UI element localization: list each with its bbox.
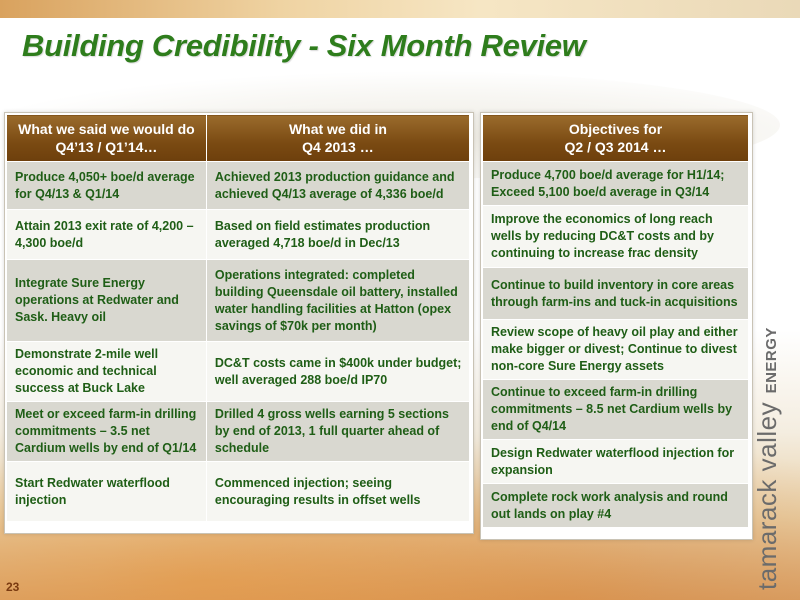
objective-row: Continue to exceed farm-in drilling comm… <box>482 379 749 440</box>
objective-row: Design Redwater waterflood injection for… <box>482 439 749 484</box>
top-decorative-band <box>0 0 800 18</box>
objective-cell: Improve the economics of long reach well… <box>482 205 749 268</box>
objective-cell: Review scope of heavy oil play and eithe… <box>482 319 749 380</box>
page-number: 23 <box>6 580 20 594</box>
said-cell: Attain 2013 exit rate of 4,200 – 4,300 b… <box>6 209 207 260</box>
said-cell: Meet or exceed farm-in drilling commitme… <box>6 401 207 462</box>
objective-row: Review scope of heavy oil play and eithe… <box>482 319 749 380</box>
objective-row: Continue to build inventory in core area… <box>482 267 749 320</box>
brand-name: tamarack valley <box>752 401 782 590</box>
said-cell: Integrate Sure Energy operations at Redw… <box>6 259 207 342</box>
said-cell: Demonstrate 2-mile well economic and tec… <box>6 341 207 402</box>
did-cell: Drilled 4 gross wells earning 5 sections… <box>205 401 471 462</box>
table-row: Attain 2013 exit rate of 4,200 – 4,300 b… <box>6 209 471 260</box>
table-row: Meet or exceed farm-in drilling commitme… <box>6 401 471 462</box>
did-cell: DC&T costs came in $400k under budget; w… <box>205 341 471 402</box>
slide-title: Building Credibility - Six Month Review <box>22 28 586 63</box>
objective-cell: Continue to exceed farm-in drilling comm… <box>482 379 749 440</box>
objective-row: Produce 4,700 boe/d average for H1/14; E… <box>482 161 749 206</box>
objective-cell: Continue to build inventory in core area… <box>482 267 749 320</box>
said-cell: Start Redwater waterflood injection <box>6 461 207 522</box>
review-table: What we said we would do Q4’13 / Q1’14… … <box>6 114 471 522</box>
did-cell: Commenced injection; seeing encouraging … <box>205 461 471 522</box>
header-what-we-did: What we did in Q4 2013 … <box>205 114 471 162</box>
header-what-we-said: What we said we would do Q4’13 / Q1’14… <box>6 114 207 162</box>
table-row: Demonstrate 2-mile well economic and tec… <box>6 341 471 402</box>
header-objectives: Objectives for Q2 / Q3 2014 … <box>482 114 749 162</box>
table-row: Start Redwater waterflood injection Comm… <box>6 461 471 522</box>
objective-cell: Design Redwater waterflood injection for… <box>482 439 749 484</box>
table-row: Produce 4,050+ boe/d average for Q4/13 &… <box>6 161 471 210</box>
did-cell: Based on field estimates production aver… <box>205 209 471 260</box>
objective-cell: Produce 4,700 boe/d average for H1/14; E… <box>482 161 749 206</box>
company-logo: tamarack valley ENERGY <box>752 327 783 590</box>
table-row: Integrate Sure Energy operations at Redw… <box>6 259 471 342</box>
objective-row: Improve the economics of long reach well… <box>482 205 749 268</box>
brand-suffix: ENERGY <box>763 327 780 394</box>
objectives-table: Objectives for Q2 / Q3 2014 … Produce 4,… <box>482 114 749 528</box>
did-cell: Achieved 2013 production guidance and ac… <box>205 161 471 210</box>
said-cell: Produce 4,050+ boe/d average for Q4/13 &… <box>6 161 207 210</box>
did-cell: Operations integrated: completed buildin… <box>205 259 471 342</box>
objective-cell: Complete rock work analysis and round ou… <box>482 483 749 528</box>
objective-row: Complete rock work analysis and round ou… <box>482 483 749 528</box>
